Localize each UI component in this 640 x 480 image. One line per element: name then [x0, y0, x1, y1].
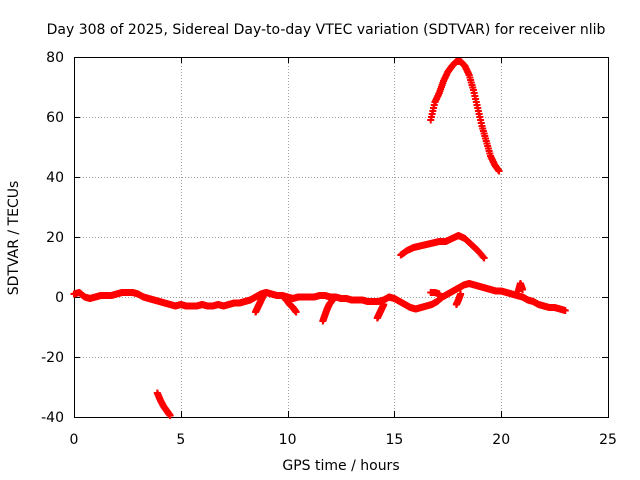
y-axis-label: SDTVAR / TECUs — [6, 181, 22, 296]
series-spur-8.8 — [252, 290, 268, 316]
data-point — [435, 290, 443, 298]
chart-title: Day 308 of 2025, Sidereal Day-to-day VTE… — [47, 22, 606, 38]
axis-ticks: 0 5 10 15 20 25 -40 -20 0 20 40 60 80 — [41, 50, 617, 448]
series-spur-9.9 — [279, 293, 300, 316]
series-spur-17.9 — [452, 290, 465, 308]
data-point — [380, 301, 388, 308]
data-point — [328, 296, 336, 304]
data-point — [519, 286, 527, 293]
series-main — [70, 280, 569, 314]
series-spur-17 — [427, 289, 443, 298]
x-tick-label: 0 — [70, 432, 79, 448]
y-tick-label: -20 — [41, 350, 64, 366]
x-tick-label: 15 — [385, 432, 403, 448]
x-tick-label: 10 — [279, 432, 297, 448]
y-tick-label: 0 — [55, 290, 64, 306]
x-axis-label: GPS time / hours — [282, 458, 399, 474]
y-tick-label: -40 — [41, 410, 64, 426]
y-tick-label: 20 — [46, 230, 64, 246]
data-point — [292, 308, 300, 316]
series-mid — [397, 232, 488, 262]
x-tick-label: 25 — [599, 432, 617, 448]
x-tick-label: 5 — [176, 432, 185, 448]
data-point — [495, 167, 503, 175]
data-point — [260, 290, 268, 298]
series-spur-11.8 — [319, 296, 336, 325]
data-point — [561, 307, 569, 314]
series-lower — [153, 389, 174, 419]
series-spur-20.9 — [514, 280, 527, 295]
data-point — [480, 254, 488, 262]
data-points — [70, 58, 569, 419]
data-point — [166, 412, 174, 419]
x-tick-label: 20 — [492, 432, 510, 448]
y-tick-label: 60 — [46, 110, 64, 126]
data-point — [457, 290, 465, 298]
series-upper — [427, 58, 503, 175]
y-tick-label: 40 — [46, 170, 64, 186]
data-point — [479, 253, 487, 261]
y-tick-label: 80 — [46, 50, 64, 66]
series-spur-14.3 — [373, 301, 388, 322]
